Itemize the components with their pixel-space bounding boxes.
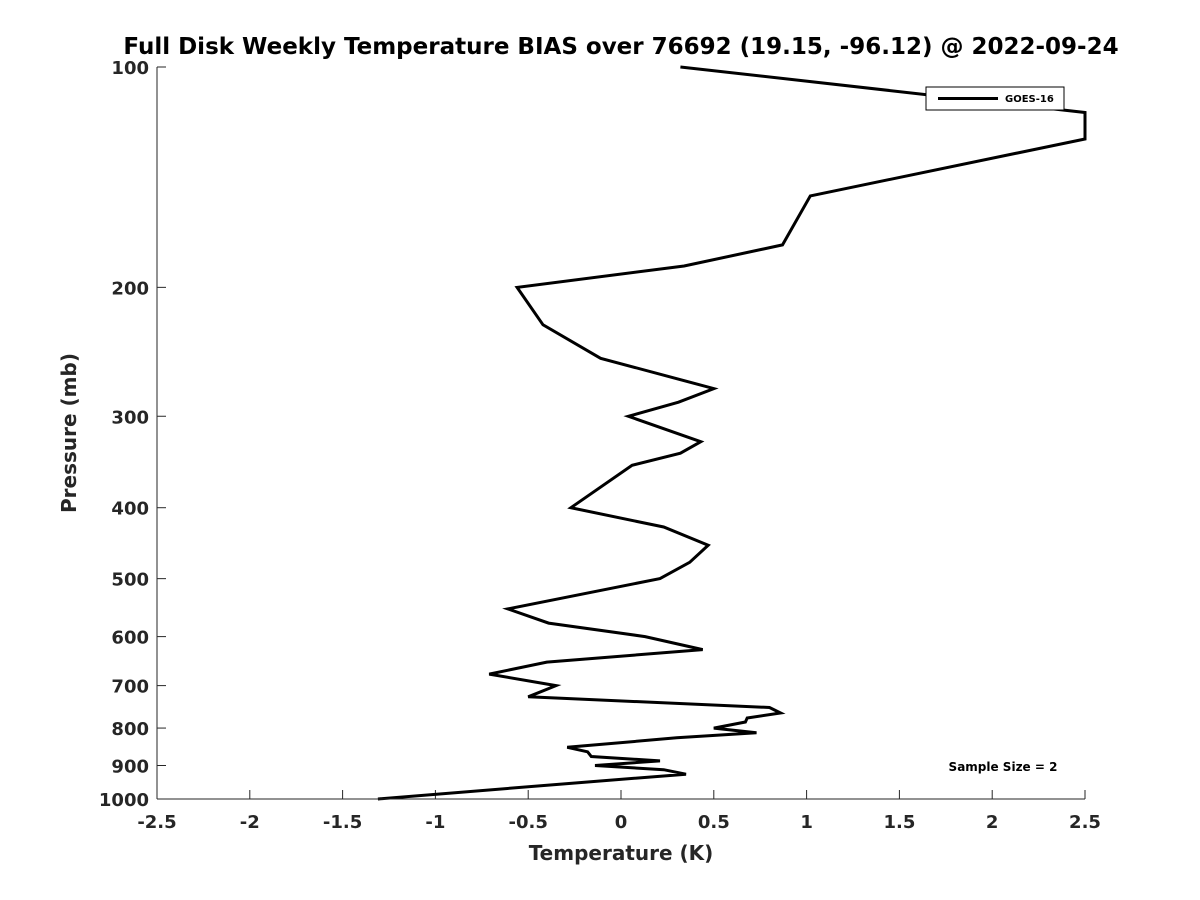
x-tick-label-2: 2 <box>986 812 999 833</box>
sample-size-annotation: Sample Size = 2 <box>949 760 1058 774</box>
x-axis-label: Temperature (K) <box>529 841 714 865</box>
legend: GOES-16 <box>926 87 1064 110</box>
y-tick-label-200: 200 <box>111 278 149 299</box>
x-tick-label-1: 1 <box>800 812 813 833</box>
x-tick-label-0: 0 <box>615 812 628 833</box>
chart-title: Full Disk Weekly Temperature BIAS over 7… <box>123 34 1118 60</box>
legend-label-goes-16: GOES-16 <box>1005 94 1054 105</box>
y-tick-label-300: 300 <box>111 407 149 428</box>
y-tick-label-800: 800 <box>111 719 149 740</box>
y-tick-label-600: 600 <box>111 628 149 649</box>
plot-area: -2.5 -2 -1.5 -1 -0.5 0 0.5 1 1.5 2 2.5 100 200 300 40… <box>99 58 1101 833</box>
y-tick-label-1000: 1000 <box>99 790 149 811</box>
y-tick-label-400: 400 <box>111 499 149 520</box>
x-tick-label-2-5: -2.5 <box>137 812 176 833</box>
y-axis-label: Pressure (mb) <box>57 353 81 513</box>
plot-background <box>157 67 1085 799</box>
x-tick-label-0-5: 0.5 <box>698 812 730 833</box>
x-tick-label-0-5: -0.5 <box>509 812 548 833</box>
x-tick-label-1-5: 1.5 <box>883 812 915 833</box>
y-tick-label-500: 500 <box>111 570 149 591</box>
y-tick-label-900: 900 <box>111 757 149 778</box>
x-tick-label-1-5: -1.5 <box>323 812 362 833</box>
x-tick-label-2: -2 <box>240 812 260 833</box>
y-tick-label-100: 100 <box>111 58 149 79</box>
x-tick-label-1: -1 <box>425 812 445 833</box>
x-tick-label-2-5: 2.5 <box>1069 812 1101 833</box>
y-tick-label-700: 700 <box>111 677 149 698</box>
